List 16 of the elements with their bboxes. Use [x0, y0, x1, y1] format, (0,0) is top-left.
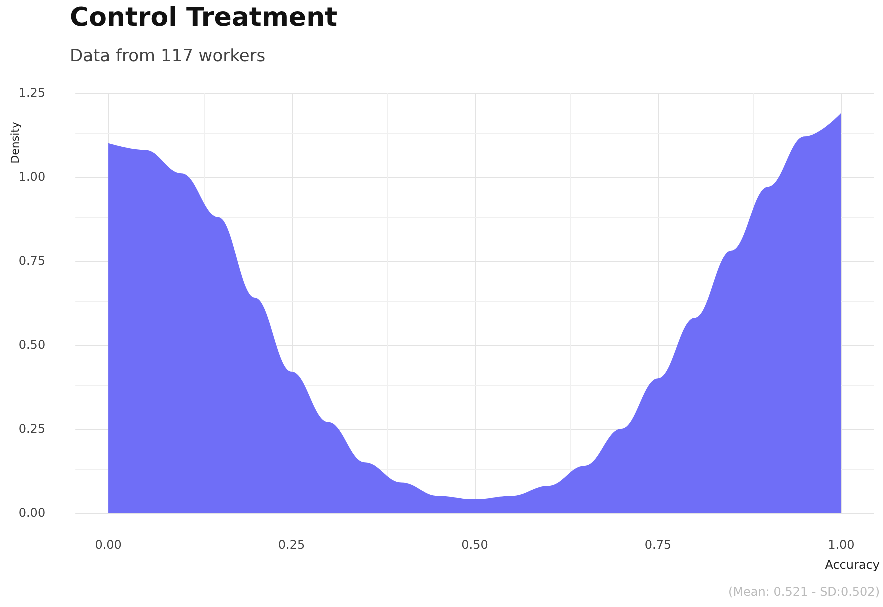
x-tick-label: 0.00: [95, 538, 122, 552]
chart-subtitle: Data from 117 workers: [70, 46, 266, 66]
x-tick-label: 1.00: [828, 538, 855, 552]
y-tick-label: 1.00: [18, 170, 46, 184]
y-tick-label: 0.00: [18, 506, 46, 520]
x-axis-title: Accuracy: [825, 558, 880, 572]
x-tick-label: 0.25: [278, 538, 306, 552]
y-tick-label: 1.25: [18, 86, 46, 100]
x-tick-label: 0.50: [462, 538, 488, 552]
y-tick-label: 0.75: [18, 254, 46, 268]
y-tick-label: 0.50: [18, 338, 46, 352]
text: (Mean: 0.521 - SD:0.502): [728, 585, 880, 599]
x-tick-label: 0.75: [644, 538, 672, 552]
chart-title: Control Treatment: [70, 3, 338, 33]
y-axis-title: Density: [9, 122, 22, 164]
y-tick-label: 0.25: [18, 422, 46, 436]
